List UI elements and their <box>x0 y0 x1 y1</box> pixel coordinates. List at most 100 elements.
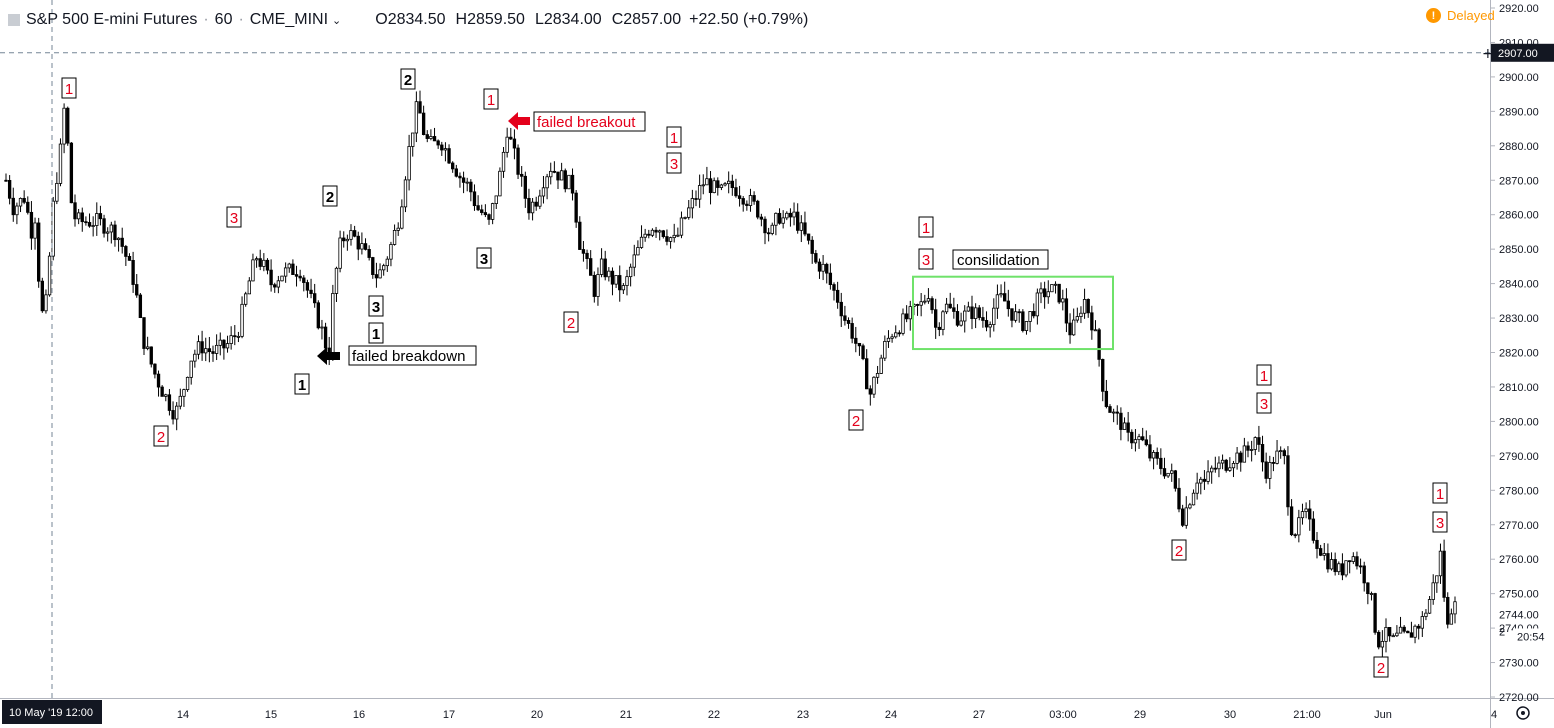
candle-body[interactable] <box>1366 582 1370 595</box>
candle-body[interactable] <box>1188 504 1192 509</box>
candle-body[interactable] <box>741 198 745 205</box>
candle-body[interactable] <box>1108 406 1112 413</box>
candle-body[interactable] <box>1351 556 1355 562</box>
candle-body[interactable] <box>832 284 836 291</box>
candle-body[interactable] <box>494 195 498 204</box>
candle-body[interactable] <box>483 212 488 216</box>
candle-body[interactable] <box>1398 626 1403 634</box>
candle-body[interactable] <box>1199 478 1203 484</box>
candle-body[interactable] <box>592 274 596 297</box>
candle-body[interactable] <box>1144 439 1148 446</box>
candle-body[interactable] <box>392 230 397 245</box>
wave-label-box[interactable] <box>848 409 864 431</box>
candle-body[interactable] <box>37 222 41 282</box>
candle-body[interactable] <box>182 389 186 397</box>
candle-body[interactable] <box>1449 613 1454 625</box>
candle-body[interactable] <box>411 132 415 147</box>
candle-body[interactable] <box>407 146 411 181</box>
candle-body[interactable] <box>352 230 357 237</box>
candle-body[interactable] <box>683 216 687 219</box>
wave-label-box[interactable] <box>226 206 242 228</box>
candle-body[interactable] <box>817 261 822 272</box>
candle-body[interactable] <box>490 203 495 220</box>
candle-body[interactable] <box>520 173 524 177</box>
candle-body[interactable] <box>440 144 444 151</box>
candle-body[interactable] <box>1050 284 1054 293</box>
candle-body[interactable] <box>897 332 902 335</box>
candle-body[interactable] <box>904 313 909 320</box>
candle-body[interactable] <box>944 303 949 313</box>
candle-body[interactable] <box>1257 437 1261 445</box>
candle-body[interactable] <box>244 293 248 305</box>
candle-body[interactable] <box>1384 627 1388 642</box>
candle-body[interactable] <box>1155 452 1159 459</box>
candle-body[interactable] <box>1039 288 1043 294</box>
candle-body[interactable] <box>87 222 92 227</box>
candle-body[interactable] <box>806 233 811 241</box>
candle-body[interactable] <box>418 101 422 114</box>
candle-body[interactable] <box>676 234 680 237</box>
candle-body[interactable] <box>1260 444 1265 463</box>
candle-body[interactable] <box>218 339 222 346</box>
candle-body[interactable] <box>1235 452 1239 464</box>
candle-body[interactable] <box>487 214 491 220</box>
candle-body[interactable] <box>1057 283 1061 303</box>
candle-body[interactable] <box>687 207 691 218</box>
candle-body[interactable] <box>1177 487 1181 510</box>
candle-body[interactable] <box>1297 517 1301 536</box>
candle-body[interactable] <box>777 212 782 224</box>
candle-body[interactable] <box>781 217 785 224</box>
wave-label-box[interactable] <box>368 322 384 344</box>
candle-body[interactable] <box>1162 468 1167 477</box>
candle-body[interactable] <box>283 267 288 277</box>
candle-body[interactable] <box>1003 293 1007 302</box>
wave-label-box[interactable] <box>61 77 77 99</box>
candle-body[interactable] <box>973 307 978 319</box>
candle-body[interactable] <box>1021 311 1025 331</box>
candle-body[interactable] <box>305 282 310 291</box>
candle-body[interactable] <box>501 151 506 172</box>
candle-body[interactable] <box>1271 462 1276 464</box>
candle-body[interactable] <box>861 345 865 360</box>
candle-body[interactable] <box>349 230 353 240</box>
candle-body[interactable] <box>963 310 967 322</box>
candle-body[interactable] <box>556 171 560 181</box>
candle-body[interactable] <box>850 323 854 339</box>
candle-body[interactable] <box>716 180 720 188</box>
candle-body[interactable] <box>1362 565 1366 584</box>
candle-body[interactable] <box>432 136 437 142</box>
candle-body[interactable] <box>1068 322 1072 336</box>
candle-body[interactable] <box>759 216 764 220</box>
candle-body[interactable] <box>559 170 564 181</box>
wave-label-box[interactable] <box>476 247 492 269</box>
candle-body[interactable] <box>1122 422 1127 430</box>
candle-body[interactable] <box>1409 632 1414 638</box>
candle-body[interactable] <box>429 136 433 139</box>
candle-body[interactable] <box>472 191 477 207</box>
candle-body[interactable] <box>632 254 636 268</box>
candle-body[interactable] <box>545 176 549 189</box>
candle-body[interactable] <box>705 178 709 186</box>
candle-body[interactable] <box>821 263 825 272</box>
candle-body[interactable] <box>451 162 455 170</box>
candle-body[interactable] <box>1137 436 1141 441</box>
candle-body[interactable] <box>1300 511 1305 519</box>
candle-body[interactable] <box>516 147 520 175</box>
wave-label-box[interactable] <box>1432 482 1448 504</box>
candle-body[interactable] <box>737 195 742 199</box>
candle-body[interactable] <box>1133 439 1138 444</box>
candle-body[interactable] <box>886 337 891 342</box>
candle-body[interactable] <box>1275 450 1279 464</box>
candle-body[interactable] <box>1151 452 1156 459</box>
candle-body[interactable] <box>193 353 197 362</box>
candle-body[interactable] <box>454 168 458 177</box>
candle-body[interactable] <box>309 289 313 295</box>
candle-body[interactable] <box>1402 626 1406 632</box>
candle-body[interactable] <box>1180 508 1185 526</box>
candle-body[interactable] <box>1329 559 1334 570</box>
candle-body[interactable] <box>207 348 212 353</box>
candle-body[interactable] <box>95 213 99 226</box>
candle-body[interactable] <box>236 335 241 338</box>
candle-body[interactable] <box>178 395 182 407</box>
candle-body[interactable] <box>1148 444 1152 459</box>
